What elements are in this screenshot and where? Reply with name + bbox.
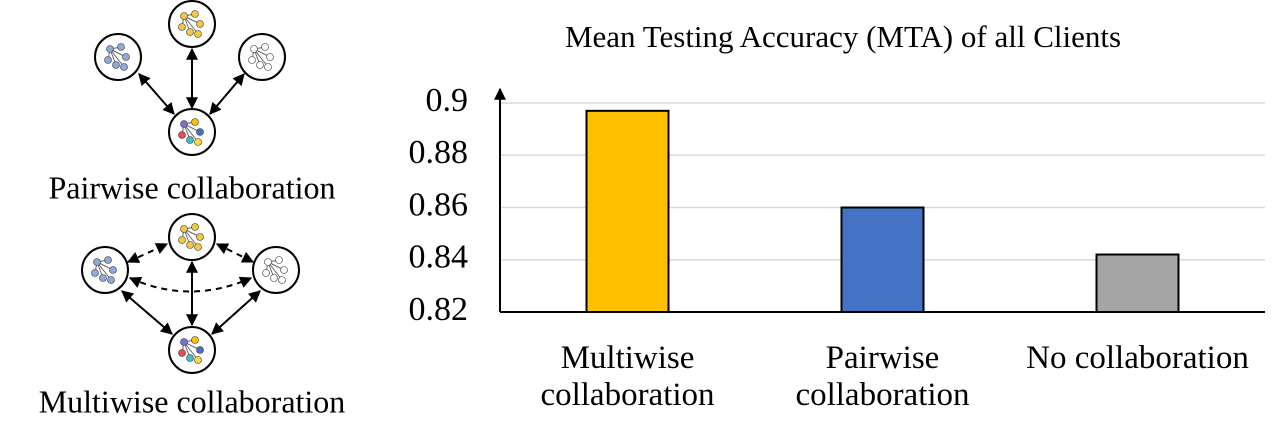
y-tick-label: 0.82 — [409, 291, 469, 328]
y-tick-label: 0.84 — [409, 239, 469, 276]
icon-dot — [91, 269, 99, 277]
y-tick-label: 0.88 — [409, 134, 469, 171]
icon-dot — [112, 61, 120, 69]
icon-dot — [180, 120, 188, 128]
y-tick-label: 0.86 — [409, 186, 469, 223]
icon-edge — [267, 261, 283, 281]
icon-dot — [109, 266, 117, 274]
icon-dot — [196, 233, 204, 241]
x-tick-label: No collaboration — [1026, 340, 1249, 376]
icon-dot — [275, 256, 283, 264]
edge — [138, 73, 175, 115]
x-tick-label: Multiwise collaboration — [540, 340, 715, 413]
client-node — [81, 246, 129, 294]
icon-dot — [191, 10, 199, 18]
diagram-label: Multiwise collaboration — [39, 383, 346, 419]
client-node — [168, 213, 216, 261]
icon-dot — [191, 118, 199, 126]
icon-dot — [266, 53, 274, 61]
icon-dot — [250, 45, 258, 53]
icon-dot — [186, 241, 194, 249]
client-node — [94, 33, 142, 81]
client-node — [168, 0, 216, 48]
icon-edge — [183, 15, 199, 35]
icon-dot — [194, 243, 202, 251]
icon-edge — [183, 123, 199, 143]
icon-dot — [194, 30, 202, 38]
client-node — [168, 326, 216, 374]
icon-dot — [104, 256, 112, 264]
icon-dot — [99, 274, 107, 282]
icon-dot — [194, 356, 202, 364]
icon-dot — [196, 128, 204, 136]
icon-dot — [93, 258, 101, 266]
icon-dot — [180, 12, 188, 20]
icon-dot — [120, 63, 128, 71]
client-node — [238, 33, 286, 81]
edge — [128, 276, 253, 293]
icon-dot — [196, 20, 204, 28]
icon-dot — [117, 43, 125, 51]
icon-dot — [180, 338, 188, 346]
icon-dot — [104, 56, 112, 64]
edge — [121, 290, 173, 335]
icon-dot — [191, 336, 199, 344]
icon-dot — [196, 346, 204, 354]
icon-dot — [264, 258, 272, 266]
client-node — [252, 246, 300, 294]
edge — [126, 243, 169, 263]
icon-dot — [248, 56, 256, 64]
nodes — [81, 0, 300, 374]
icon-dot — [270, 274, 278, 282]
icon-dot — [178, 349, 186, 357]
icon-dot — [280, 266, 288, 274]
icon-dot — [106, 45, 114, 53]
pairwise-diagram — [138, 47, 245, 115]
icon-dot — [178, 23, 186, 31]
icon-dot — [186, 28, 194, 36]
edge — [215, 243, 255, 263]
icon-dot — [278, 276, 286, 284]
icon-dot — [180, 225, 188, 233]
icon-dot — [186, 136, 194, 144]
icon-edge — [109, 48, 125, 68]
icon-dot — [191, 223, 199, 231]
icon-edge — [96, 261, 112, 281]
edge — [209, 73, 245, 115]
chart-title: Mean Testing Accuracy (MTA) of all Clien… — [565, 19, 1121, 54]
icon-dot — [262, 269, 270, 277]
edge — [211, 290, 261, 335]
icon-edge — [183, 341, 199, 361]
diagram-label: Pairwise collaboration — [48, 169, 335, 205]
client-node — [168, 108, 216, 156]
icon-dot — [178, 131, 186, 139]
icon-dot — [261, 43, 269, 51]
x-tick-label: Pairwise collaboration — [795, 340, 970, 413]
bar — [1095, 253, 1180, 313]
chart: 0.82 0.84 0.86 0.88 0.9 — [409, 82, 1265, 328]
icon-dot — [194, 138, 202, 146]
multiwise-diagram — [121, 243, 261, 335]
icon-dot — [256, 61, 264, 69]
bar — [840, 206, 925, 313]
icon-edge — [183, 228, 199, 248]
y-tick-label: 0.9 — [426, 82, 469, 119]
icon-dot — [107, 276, 115, 284]
icon-dot — [122, 53, 130, 61]
icon-edge — [253, 48, 269, 68]
icon-dot — [186, 354, 194, 362]
icon-dot — [264, 63, 272, 71]
bar — [585, 109, 670, 314]
icon-dot — [178, 236, 186, 244]
